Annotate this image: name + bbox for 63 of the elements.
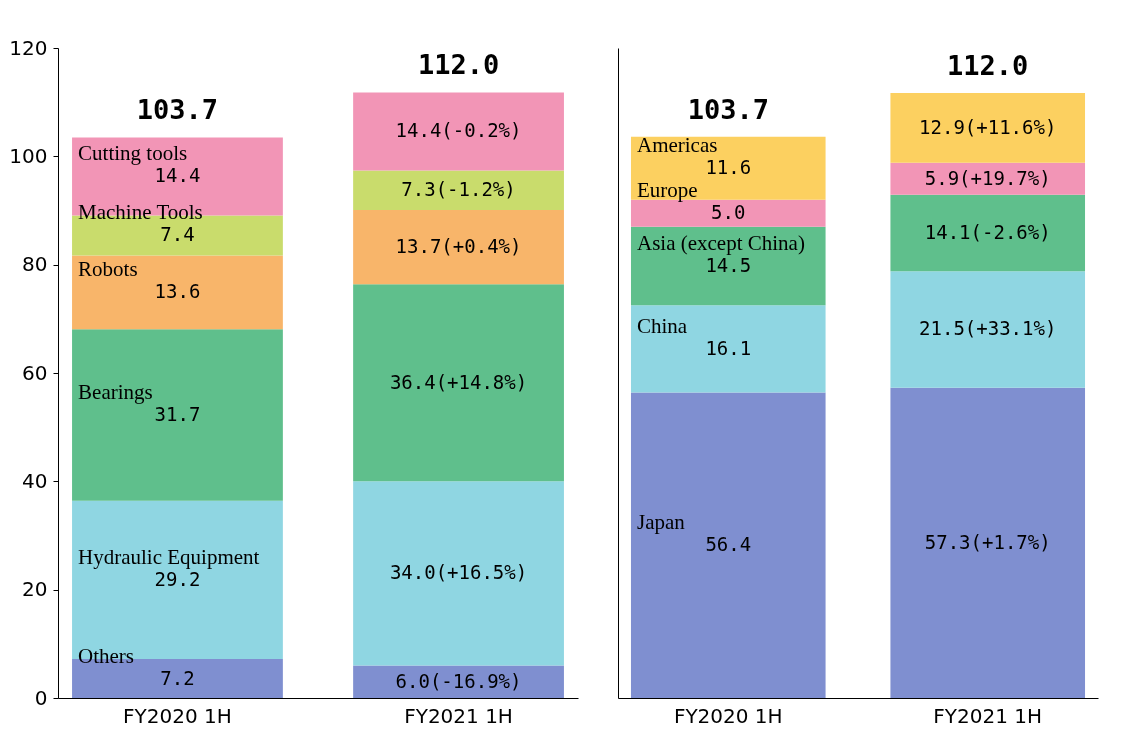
total-label: 112.0 bbox=[947, 49, 1029, 81]
x-tick-label: FY2021 1H bbox=[404, 703, 513, 728]
bar bbox=[890, 92, 1086, 163]
total-label: 103.7 bbox=[687, 93, 769, 125]
data-label: 14.1(-2.6%) bbox=[924, 220, 1051, 243]
data-label: 12.9(+11.6%) bbox=[919, 115, 1057, 138]
bar bbox=[890, 194, 1086, 272]
data-label: 13.6 bbox=[154, 280, 201, 303]
data-label: 6.0(-16.9%) bbox=[395, 669, 522, 692]
data-label: 57.3(+1.7%) bbox=[924, 530, 1051, 553]
series-label: Japan bbox=[636, 510, 686, 535]
series-label: Asia (except China) bbox=[636, 231, 805, 256]
data-label: 13.7(+0.4%) bbox=[395, 235, 522, 258]
bar bbox=[72, 329, 283, 501]
series-label: Europe bbox=[636, 178, 698, 203]
series-label: Others bbox=[78, 643, 135, 668]
bar bbox=[890, 271, 1086, 388]
total-label: 112.0 bbox=[417, 49, 500, 81]
bar bbox=[630, 305, 826, 393]
bar bbox=[353, 481, 564, 666]
series-label: Bearings bbox=[78, 379, 153, 404]
bar bbox=[630, 392, 826, 698]
data-label: 14.4 bbox=[154, 164, 201, 187]
data-label: 7.3(-1.2%) bbox=[401, 178, 516, 201]
bar bbox=[353, 92, 564, 171]
bar bbox=[353, 209, 564, 285]
data-label: 14.4(-0.2%) bbox=[395, 119, 522, 142]
series-label: Robots bbox=[78, 257, 138, 282]
bar bbox=[890, 387, 1086, 698]
bar bbox=[890, 162, 1086, 195]
data-label: 56.4 bbox=[705, 533, 752, 556]
series-label: Cutting tools bbox=[78, 141, 188, 166]
data-label: 14.5 bbox=[705, 254, 752, 277]
x-tick-label: FY2021 1H bbox=[933, 703, 1043, 728]
data-label: 16.1 bbox=[705, 336, 752, 359]
y-tick-label: 100 bbox=[9, 143, 48, 168]
data-label: 34.0(+16.5%) bbox=[389, 561, 528, 584]
x-tick-label: FY2020 1H bbox=[673, 703, 783, 728]
x-tick-label: FY2020 1H bbox=[123, 703, 232, 728]
series-label: Americas bbox=[636, 133, 718, 158]
data-label: 11.6 bbox=[705, 156, 752, 179]
total-label: 103.7 bbox=[136, 94, 219, 126]
bar bbox=[72, 255, 283, 330]
bar bbox=[630, 136, 826, 200]
y-tick-label: 120 bbox=[9, 35, 48, 60]
series-label: Machine Tools bbox=[78, 200, 203, 225]
y-tick-label: 20 bbox=[22, 577, 48, 602]
data-label: 31.7 bbox=[154, 402, 201, 425]
y-tick-label: 40 bbox=[22, 468, 48, 493]
bar bbox=[630, 226, 826, 306]
bar bbox=[353, 170, 564, 210]
data-label: 21.5(+33.1%) bbox=[919, 317, 1057, 340]
y-tick-label: 0 bbox=[34, 685, 48, 710]
y-tick-label: 80 bbox=[22, 252, 48, 277]
series-label: Hydraulic Equipment bbox=[78, 544, 260, 569]
data-label: 5.0 bbox=[711, 201, 746, 224]
data-label: 7.4 bbox=[160, 223, 195, 246]
bar bbox=[353, 284, 564, 482]
series-label: China bbox=[636, 313, 688, 338]
data-label: 5.9(+19.7%) bbox=[924, 166, 1051, 189]
data-label: 7.2 bbox=[160, 666, 195, 689]
y-tick-label: 60 bbox=[22, 360, 48, 385]
data-label: 36.4(+14.8%) bbox=[389, 370, 528, 393]
